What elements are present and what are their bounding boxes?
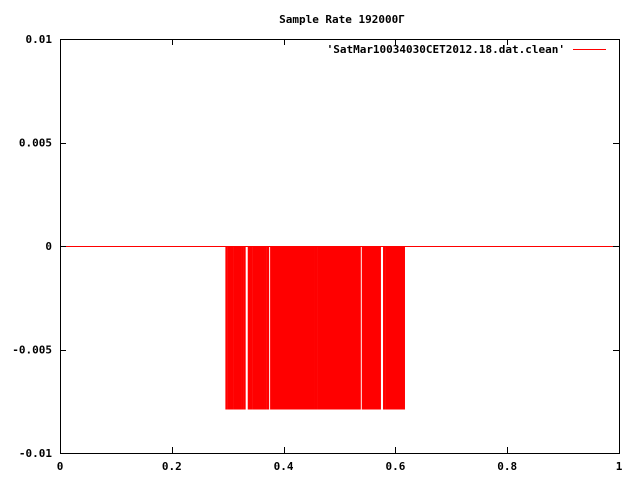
y-axis: 0.01 0.005 0 -0.005 -0.01	[12, 33, 619, 460]
x-tick-label: 1	[616, 460, 623, 473]
x-tick-label: 0.6	[385, 460, 405, 473]
y-tick-label: -0.01	[19, 447, 52, 460]
chart-title: Sample Rate 192000Γ	[279, 13, 405, 26]
x-axis: 0 0.2 0.4 0.6 0.8 1	[57, 39, 623, 473]
legend: 'SatMar10034030CET2012.18.dat.clean'	[327, 43, 606, 56]
x-tick-label: 0.2	[162, 460, 182, 473]
x-tick-label: 0.4	[274, 460, 294, 473]
plot-area	[60, 246, 619, 410]
y-tick-label: -0.005	[12, 344, 52, 357]
y-tick-label: 0.005	[19, 137, 52, 150]
y-tick-label: 0	[45, 240, 52, 253]
legend-label: 'SatMar10034030CET2012.18.dat.clean'	[327, 43, 565, 56]
x-tick-label: 0	[57, 460, 64, 473]
y-tick-label: 0.01	[26, 33, 53, 46]
x-tick-label: 0.8	[497, 460, 517, 473]
